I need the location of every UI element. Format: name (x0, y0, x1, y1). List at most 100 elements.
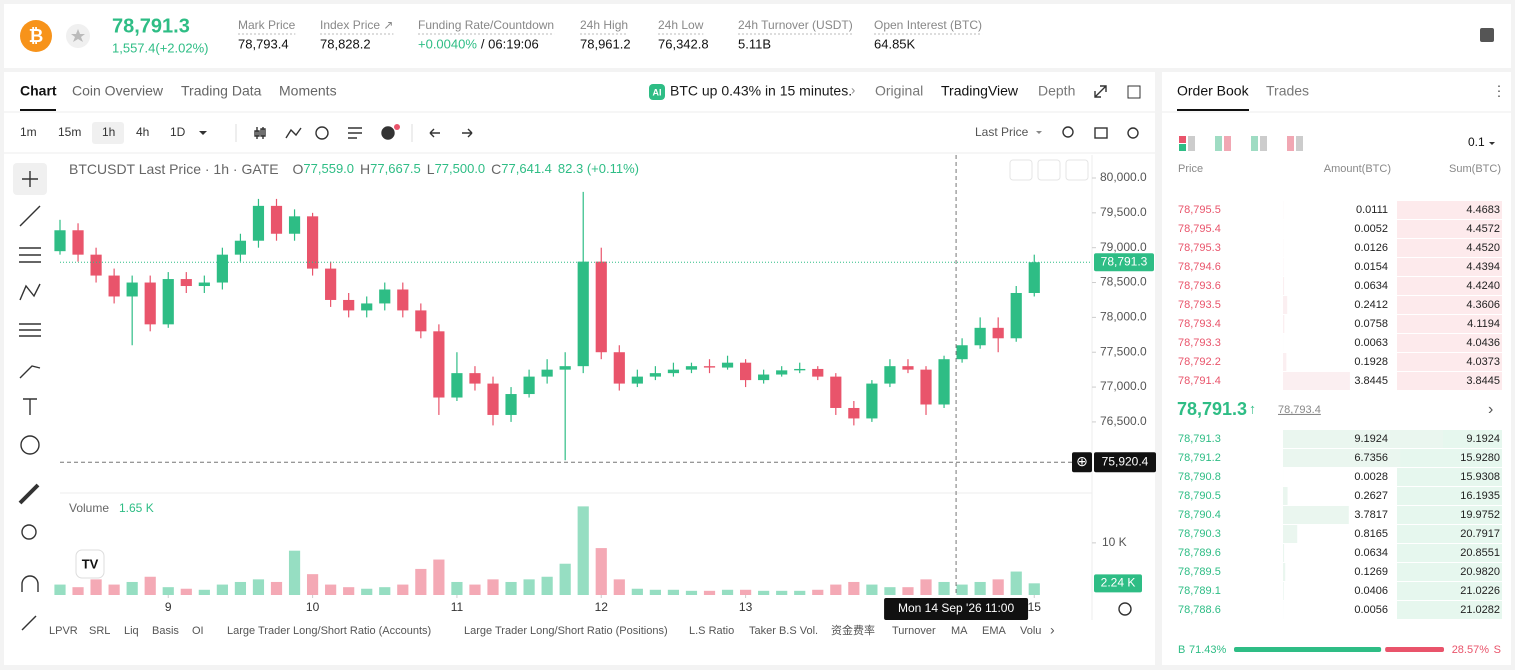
interval[interactable]: 1D (170, 125, 186, 139)
book-price[interactable]: 78,793.3 (1178, 337, 1221, 349)
chart-tab[interactable]: Moments (279, 83, 337, 99)
indicator-icon[interactable] (285, 127, 302, 139)
book-price[interactable]: 78,794.6 (1178, 261, 1221, 273)
book-tab[interactable]: Order Book (1177, 83, 1250, 99)
lock-tool[interactable] (21, 615, 37, 631)
book-price[interactable]: 78,790.4 (1178, 509, 1221, 521)
undo-icon[interactable] (429, 128, 440, 138)
view-tab[interactable]: Depth (1038, 83, 1075, 99)
candle-body (325, 268, 337, 300)
book-price[interactable]: 78,790.8 (1178, 471, 1221, 483)
indicator[interactable]: 资金费率 (831, 623, 875, 637)
text-tool[interactable] (23, 398, 37, 415)
projection-tool[interactable] (19, 323, 41, 337)
volume-bar (794, 590, 806, 595)
ruler-tool[interactable] (18, 483, 40, 505)
candle-body (758, 374, 770, 381)
notes-icon[interactable] (1480, 28, 1494, 42)
book-price[interactable]: 78,791.3 (1178, 433, 1221, 445)
fib-tool[interactable] (19, 247, 41, 263)
trendline-tool[interactable] (19, 205, 41, 227)
indicator[interactable]: OI (192, 625, 204, 637)
indicator[interactable]: Liq (124, 625, 139, 637)
indicator[interactable]: MA (951, 625, 968, 637)
mode-icon[interactable] (1251, 136, 1258, 151)
more-menu[interactable]: ⋮ (1492, 83, 1506, 99)
mode-icon[interactable] (1287, 136, 1294, 151)
crosshair-add-button[interactable] (1072, 452, 1092, 473)
mode-icon[interactable] (1215, 136, 1222, 151)
replay-icon[interactable] (315, 126, 329, 140)
expand-icon[interactable] (1094, 85, 1107, 98)
indicator[interactable]: L.S Ratio (689, 625, 734, 637)
news-ticker[interactable]: BTC up 0.43% in 15 minutes. (670, 83, 852, 99)
mode-icon[interactable] (1179, 144, 1186, 151)
price-type[interactable]: Last Price (975, 125, 1029, 139)
reset-button[interactable] (1065, 159, 1089, 181)
indicator[interactable]: Large Trader Long/Short Ratio (Positions… (464, 625, 668, 637)
chart-tab[interactable]: Coin Overview (72, 83, 164, 99)
window-icon[interactable] (1127, 85, 1141, 99)
book-price[interactable]: 78,795.4 (1178, 223, 1221, 235)
indicator[interactable]: Turnover (892, 625, 936, 637)
collapse-button[interactable] (1037, 159, 1061, 181)
mode-icon[interactable] (1179, 136, 1186, 143)
settings-icon[interactable] (1127, 127, 1139, 139)
mode-icon[interactable] (1224, 136, 1231, 151)
indicator[interactable]: LPVR (49, 625, 78, 637)
emoji-tool[interactable] (20, 435, 40, 455)
book-price[interactable]: 78,793.5 (1178, 299, 1221, 311)
book-price[interactable]: 78,795.5 (1178, 204, 1221, 216)
interval[interactable]: 15m (58, 125, 81, 139)
redo-icon[interactable] (462, 128, 473, 138)
interval[interactable]: 1h (102, 125, 115, 139)
volume-bar (433, 559, 445, 595)
interval[interactable]: 4h (136, 125, 149, 139)
chevron[interactable]: › (1488, 401, 1493, 418)
book-price[interactable]: 78,791.4 (1178, 375, 1221, 387)
book-price[interactable]: 78,790.3 (1178, 528, 1221, 540)
indicator[interactable]: Large Trader Long/Short Ratio (Accounts) (227, 625, 431, 637)
mode-icon[interactable] (1296, 136, 1303, 151)
book-price[interactable]: 78,792.2 (1178, 356, 1221, 368)
view-tab[interactable]: Original (875, 83, 923, 99)
book-price[interactable]: 78,789.1 (1178, 585, 1221, 597)
view-tab[interactable]: TradingView (941, 83, 1019, 99)
chevron[interactable]: › (1050, 622, 1055, 638)
chart-tab[interactable]: Chart (20, 83, 57, 99)
x-tick-label: 13 (739, 600, 753, 614)
magnet-tool[interactable] (21, 575, 39, 592)
precision[interactable]: 0.1 (1468, 135, 1485, 149)
candle-icon[interactable] (254, 127, 266, 139)
volume-bar (703, 590, 716, 595)
indicator[interactable]: Volu (1020, 625, 1041, 637)
search-icon[interactable] (1062, 126, 1074, 138)
book-price[interactable]: 78,790.5 (1178, 490, 1221, 502)
book-price[interactable]: 78,789.5 (1178, 566, 1221, 578)
indicator[interactable]: SRL (89, 625, 110, 637)
book-price[interactable]: 78,788.6 (1178, 604, 1221, 616)
book-price[interactable]: 78,793.4 (1178, 318, 1221, 330)
chart-tab[interactable]: Trading Data (181, 83, 262, 99)
crosshair-tool[interactable] (22, 171, 38, 187)
book-price[interactable]: 78,789.6 (1178, 547, 1221, 559)
camera-icon[interactable] (1094, 127, 1108, 139)
brush-tool[interactable] (19, 365, 41, 379)
interval[interactable]: 1m (20, 125, 37, 139)
book-price[interactable]: 78,793.6 (1178, 280, 1221, 292)
zoom-tool[interactable] (21, 524, 37, 540)
scroll-button[interactable] (1009, 159, 1033, 181)
book-price[interactable]: 78,791.2 (1178, 452, 1221, 464)
add-icon[interactable] (381, 126, 395, 140)
indicator[interactable]: EMA (982, 625, 1007, 637)
book-tab[interactable]: Trades (1266, 83, 1309, 99)
mode-icon[interactable] (1188, 136, 1195, 151)
pattern-tool[interactable] (19, 283, 41, 301)
indicator[interactable]: Taker B.S Vol. (749, 625, 818, 637)
book-price[interactable]: 78,795.3 (1178, 242, 1221, 254)
template-icon[interactable] (348, 127, 362, 139)
axis-settings[interactable] (1118, 602, 1132, 616)
indicator[interactable]: Basis (152, 625, 179, 637)
mode-icon[interactable] (1260, 136, 1267, 151)
